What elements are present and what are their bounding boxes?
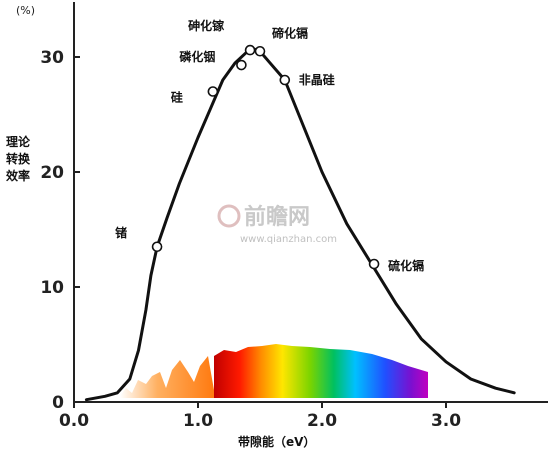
x-tick-label: 3.0 — [431, 411, 461, 431]
material-label: 锗 — [115, 225, 127, 240]
curve-point — [420, 337, 423, 340]
curve-point — [209, 107, 212, 110]
material-label: 硫化镉 — [388, 258, 424, 273]
curve-point — [145, 309, 147, 311]
material-marker — [244, 44, 256, 56]
curve-point — [346, 222, 348, 225]
curve-point — [197, 136, 199, 139]
x-tick-label: 0.0 — [59, 411, 89, 431]
watermark: 前瞻网 www.qianzhan.com — [217, 204, 337, 245]
y-tick-label: 0 — [52, 393, 64, 413]
curve-point — [85, 398, 88, 401]
material-marker — [279, 74, 291, 86]
y-tick-label: 30 — [40, 48, 64, 68]
x-tick-label: 1.0 — [183, 411, 213, 431]
y-axis-label-line-1: 理论 — [6, 134, 31, 149]
watermark-name: 前瞻网 — [244, 204, 310, 230]
y-axis-label-line-2: 转换 — [6, 151, 31, 166]
curve-point — [470, 378, 472, 380]
material-marker — [236, 59, 247, 71]
material-marker — [151, 241, 163, 253]
material-label: 非晶硅 — [299, 72, 335, 87]
y-tick-label: 20 — [40, 163, 64, 183]
material-marker — [368, 258, 380, 270]
material-marker — [207, 86, 219, 97]
curve-point — [302, 125, 305, 127]
material-label: 碲化镉 — [272, 25, 308, 40]
visible-spectrum — [214, 344, 428, 398]
curve-point — [234, 61, 236, 64]
curve-point — [166, 217, 168, 219]
solar-spectrum-band — [120, 344, 428, 398]
material-marker — [254, 45, 266, 57]
curve-point — [178, 182, 181, 185]
curve-point — [513, 392, 515, 394]
curve-point — [129, 378, 131, 380]
curve-point — [222, 79, 224, 81]
curve-point — [269, 61, 271, 64]
curve-point — [445, 360, 447, 363]
curve-point — [321, 171, 323, 173]
y-unit-label: (%) — [16, 4, 35, 17]
material-label: 磷化铟 — [179, 49, 215, 64]
y-axis-label-line-3: 效率 — [6, 168, 30, 183]
x-tick-label: 2.0 — [307, 411, 337, 431]
curve-point — [150, 274, 152, 277]
curve-point — [494, 387, 497, 390]
curve-point — [395, 303, 398, 306]
curve-point — [116, 392, 119, 394]
watermark-logo-icon — [217, 204, 241, 228]
curve-point — [104, 395, 106, 398]
x-axis-label: 带隙能（eV） — [238, 434, 315, 449]
material-label: 砷化镓 — [188, 18, 225, 33]
curve-point — [137, 349, 140, 352]
watermark-site: www.qianzhan.com — [240, 234, 337, 245]
y-tick-label: 10 — [40, 278, 64, 298]
infrared-spectrum — [120, 356, 214, 398]
material-label: 硅 — [171, 90, 183, 105]
